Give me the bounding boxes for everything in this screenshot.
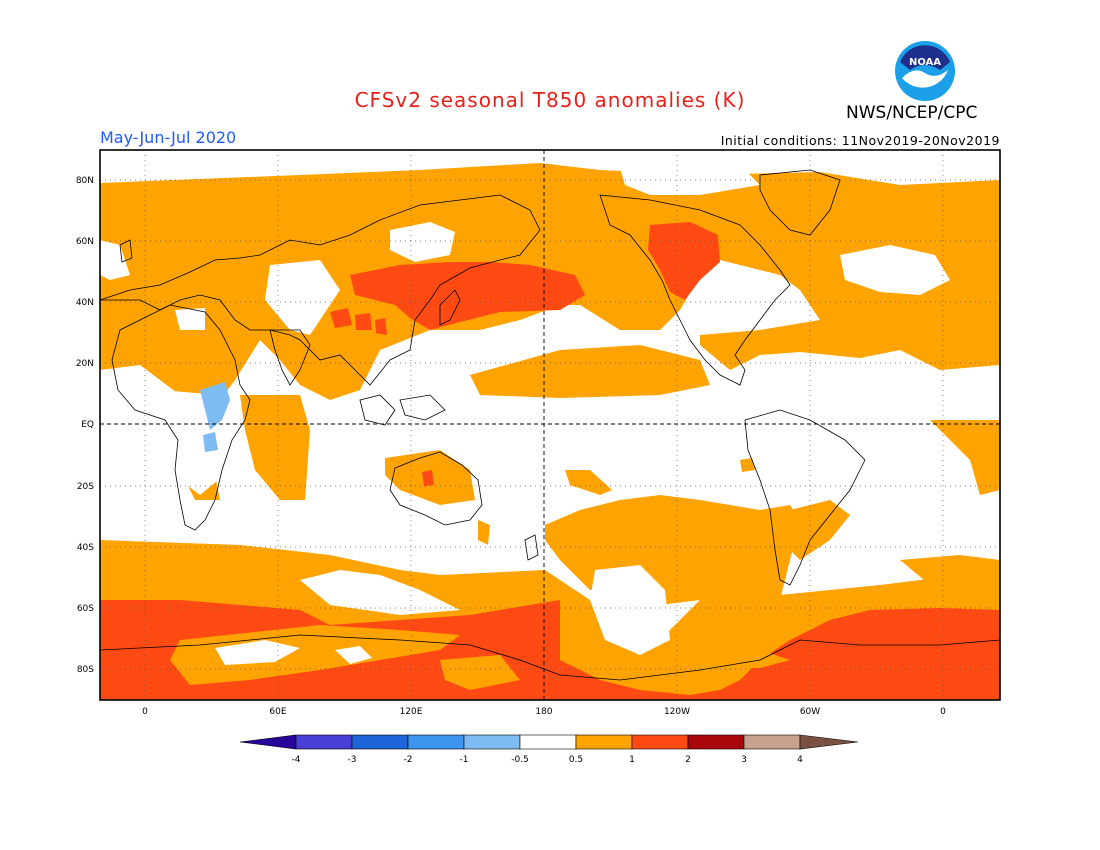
colorbar: -4 -3 -2 -1 -0.5 0.5 1 2 3 4 [239, 734, 859, 765]
colorbar-bin [407, 734, 465, 750]
colorbar-tick-label: 1 [629, 755, 635, 765]
noaa-logo-text: NOAA [909, 57, 941, 68]
equator-dateline [100, 150, 1000, 700]
lat-label: 80N [76, 176, 94, 186]
lat-label: 20N [76, 359, 94, 369]
lon-label: 180 [535, 707, 552, 717]
colorbar-tick-label: -2 [404, 755, 413, 765]
colorbar-bin [687, 734, 745, 750]
lat-lon-grid [100, 150, 1000, 700]
colorbar-tick-label: -4 [292, 755, 301, 765]
agency-label: NWS/NCEP/CPC [846, 103, 978, 123]
colorbar-tick-label: 0.5 [569, 755, 583, 765]
colorbar-tick-label: 4 [797, 755, 803, 765]
lat-label: 20S [77, 482, 94, 492]
lon-label: 60E [269, 707, 286, 717]
noaa-logo: NOAA [895, 41, 955, 101]
map-title: CFSv2 seasonal T850 anomalies (K) [354, 88, 746, 112]
colorbar-bin [743, 734, 801, 750]
colorbar-bin [519, 734, 577, 750]
lon-label: 120E [400, 707, 423, 717]
southern-white-overlays [215, 640, 372, 665]
plot-frame [99, 149, 1001, 701]
latitude-axis: 80N 60N 40N 20N EQ 20S 40S 60S 80S [76, 176, 94, 675]
cool-anomaly-regions [200, 382, 230, 452]
colorbar-left-arrow [239, 734, 297, 750]
lon-label: 120W [664, 707, 690, 717]
colorbar-right-arrow [799, 734, 859, 750]
colorbar-tick-label: -1 [460, 755, 469, 765]
colorbar-bin [351, 734, 409, 750]
colorbar-bin [631, 734, 689, 750]
lon-label: 60W [800, 707, 820, 717]
strong-warm-anomaly-regions [100, 222, 1000, 700]
lon-label: 0 [940, 707, 946, 717]
colorbar-bin [463, 734, 521, 750]
lat-label: 40S [77, 543, 94, 553]
lat-label: 80S [77, 665, 94, 675]
southern-orange-overlays [170, 625, 790, 690]
colorbar-bin [295, 734, 353, 750]
lon-label: 0 [142, 707, 148, 717]
colorbar-tick-label: -3 [348, 755, 357, 765]
longitude-axis: 0 60E 120E 180 120W 60W 0 [142, 707, 946, 717]
lat-label: 60N [76, 237, 94, 247]
forecast-period: May-Jun-Jul 2020 [100, 128, 237, 147]
lat-label: 60S [77, 604, 94, 614]
lat-label: 40N [76, 298, 94, 308]
colorbar-tick-label: 3 [741, 755, 747, 765]
colorbar-tick-label: -0.5 [511, 755, 529, 765]
colorbar-bin [575, 734, 633, 750]
initial-conditions: Initial conditions: 11Nov2019-20Nov2019 [720, 133, 1000, 148]
colorbar-tick-label: 2 [685, 755, 691, 765]
lat-label: EQ [81, 420, 94, 430]
